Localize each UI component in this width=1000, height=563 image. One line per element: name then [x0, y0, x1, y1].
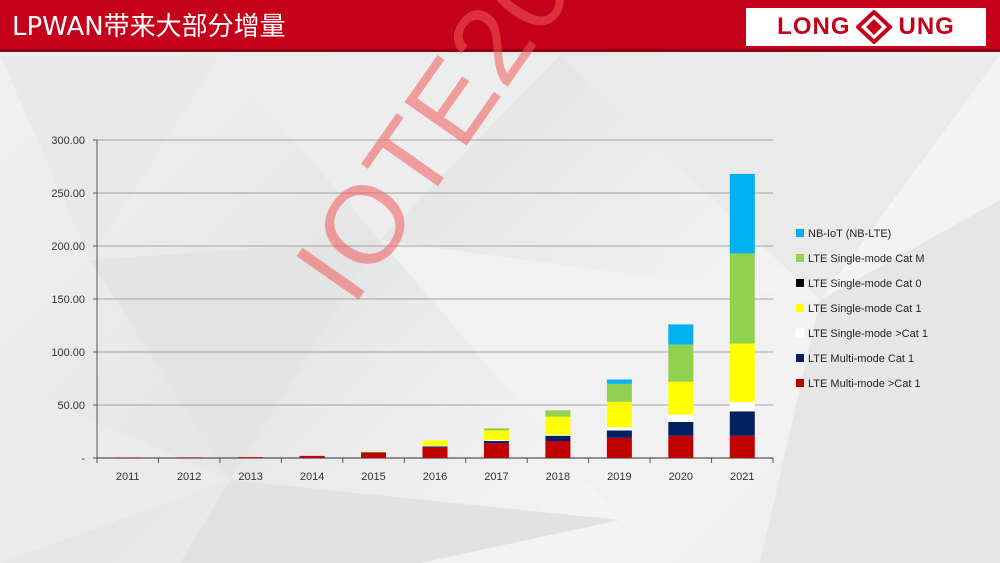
- bar-segment: [606, 401, 632, 428]
- x-tick-label: 2012: [177, 471, 201, 483]
- bar-segment: [176, 457, 202, 459]
- y-tick-label: 100.00: [51, 347, 85, 359]
- bar-segment: [606, 437, 632, 458]
- bar-segment: [668, 435, 694, 458]
- bar-segment: [483, 443, 509, 458]
- bar-segment: [483, 430, 509, 440]
- bar-segment: [422, 440, 448, 446]
- legend-swatch: [796, 229, 804, 237]
- logo-left-word: LONG: [777, 13, 851, 40]
- bar-segment: [729, 253, 755, 344]
- bar-segment: [606, 430, 632, 438]
- bar-segment: [729, 435, 755, 458]
- x-tick-label: 2013: [238, 471, 262, 483]
- bar-segment: [668, 344, 694, 382]
- y-tick-label: 50.00: [57, 400, 85, 412]
- bar-segment: [422, 447, 448, 458]
- bar-segment: [668, 381, 694, 415]
- y-tick-label: 300.00: [51, 135, 85, 147]
- legend-swatch: [796, 379, 804, 387]
- company-logo: LONG UNG: [746, 8, 986, 46]
- bar-segment: [668, 324, 694, 345]
- bar-segment: [545, 416, 571, 435]
- legend-label: LTE Multi-mode Cat 1: [808, 353, 914, 365]
- bar-segment: [115, 457, 141, 459]
- logo-right-word: UNG: [898, 13, 955, 40]
- x-tick-label: 2011: [116, 471, 140, 483]
- page-title: LPWAN带来大部分增量: [12, 12, 286, 42]
- y-tick-label: 250.00: [51, 188, 85, 200]
- bar-segment: [545, 441, 571, 458]
- y-tick-label: -: [81, 453, 85, 465]
- x-tick-label: 2017: [484, 471, 508, 483]
- legend-swatch: [795, 328, 805, 338]
- bar-segment: [668, 414, 694, 422]
- bar-segment: [729, 401, 755, 412]
- legend-label: LTE Single-mode Cat 0: [808, 278, 922, 290]
- y-tick-label: 200.00: [51, 241, 85, 253]
- bar-segment: [238, 457, 264, 458]
- bar-segment: [606, 427, 632, 431]
- x-tick-label: 2014: [300, 471, 324, 483]
- legend-label: LTE Single-mode Cat M: [808, 253, 925, 265]
- bar-segment: [729, 411, 755, 436]
- x-tick-label: 2018: [546, 471, 570, 483]
- bar-segment: [606, 383, 632, 402]
- bar-segment: [606, 379, 632, 384]
- bar-segment: [483, 428, 509, 431]
- bar-segment: [361, 452, 387, 458]
- bar-segment: [361, 452, 387, 453]
- bar-segment: [299, 455, 325, 458]
- y-tick-label: 150.00: [51, 294, 85, 306]
- legend-swatch: [796, 279, 804, 287]
- bar-segment: [729, 173, 755, 254]
- x-tick-label: 2021: [730, 471, 754, 483]
- bar-segment: [483, 439, 509, 442]
- bar-segment: [422, 446, 448, 448]
- header-bar: LPWAN带来大部分增量 LONG UNG: [0, 0, 1000, 52]
- x-tick-label: 2015: [361, 471, 385, 483]
- legend-label: LTE Multi-mode >Cat 1: [808, 378, 921, 390]
- bar-segment: [545, 435, 571, 442]
- legend-swatch: [796, 304, 804, 312]
- legend-label: NB-IoT (NB-LTE): [808, 228, 891, 240]
- logo-diamond-icon: [856, 10, 893, 44]
- bar-segment: [422, 445, 448, 447]
- bar-segment: [361, 451, 387, 453]
- bar-segment: [729, 343, 755, 402]
- bar-segment: [545, 434, 571, 436]
- legend-swatch: [796, 354, 804, 362]
- bar-segment: [668, 421, 694, 436]
- x-tick-label: 2016: [423, 471, 447, 483]
- bar-segment: [483, 441, 509, 444]
- bar-segment: [545, 410, 571, 417]
- legend-label: LTE Single-mode Cat 1: [808, 303, 922, 315]
- legend-label: LTE Single-mode >Cat 1: [808, 328, 928, 340]
- x-tick-label: 2019: [607, 471, 631, 483]
- legend-swatch: [796, 254, 804, 262]
- x-tick-label: 2020: [669, 471, 693, 483]
